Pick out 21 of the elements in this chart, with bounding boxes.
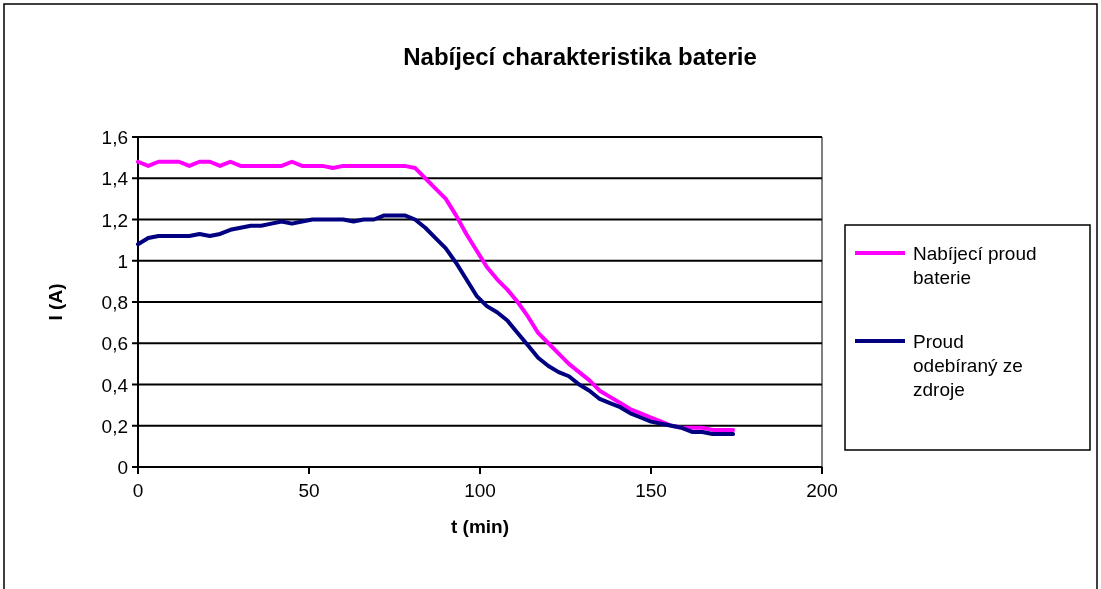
y-tick-label: 0,6 [101,333,128,355]
y-tick-label: 1 [117,250,128,272]
chart-title: Nabíjecí charakteristika baterie [403,43,757,70]
x-tick-label: 100 [464,480,496,501]
x-tick-label: 150 [635,480,667,501]
x-tick-label: 200 [806,480,838,501]
line-series [136,213,736,436]
y-tick-label: 0,8 [101,292,128,313]
y-tick-label: 1,4 [101,168,129,190]
y-axis-title: I (A) [45,283,66,321]
x-tick-label: 50 [298,480,320,501]
y-tick-label: 1,2 [101,209,128,231]
x-axis-title: t (min) [450,516,510,537]
y-tick-label: 0 [117,457,128,478]
y-tick-label: 0,2 [101,415,128,437]
legend-label: Proud odebíraný ze zdroje [913,331,1023,400]
line-series [136,159,736,432]
y-tick-label: 0,4 [101,374,129,396]
legend-label: Nabíjecí proud baterie [913,243,1037,288]
y-tick-label: 1,6 [101,127,128,148]
x-tick-label: 0 [132,480,144,501]
